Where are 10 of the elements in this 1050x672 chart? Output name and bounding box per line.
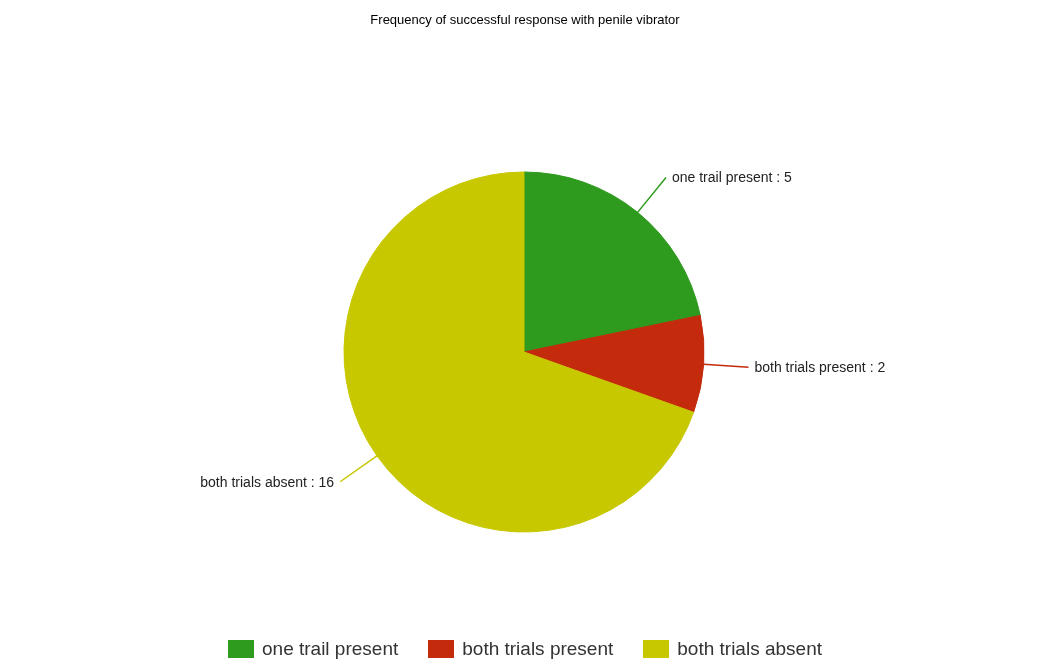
data-label: both trials present : 2 <box>754 359 886 376</box>
legend-label: one trail present <box>262 638 399 660</box>
data-label: one trail present : 5 <box>671 169 793 186</box>
pie-slice <box>343 171 695 533</box>
data-label: both trials absent : 16 <box>200 473 335 490</box>
chart-title: Frequency of successful response with penile vibrator <box>369 11 681 29</box>
pie-slice <box>523 314 705 413</box>
pie-slice <box>523 171 701 353</box>
legend-label: both trials present <box>462 638 614 660</box>
legend-label: both trials absent <box>677 638 822 660</box>
